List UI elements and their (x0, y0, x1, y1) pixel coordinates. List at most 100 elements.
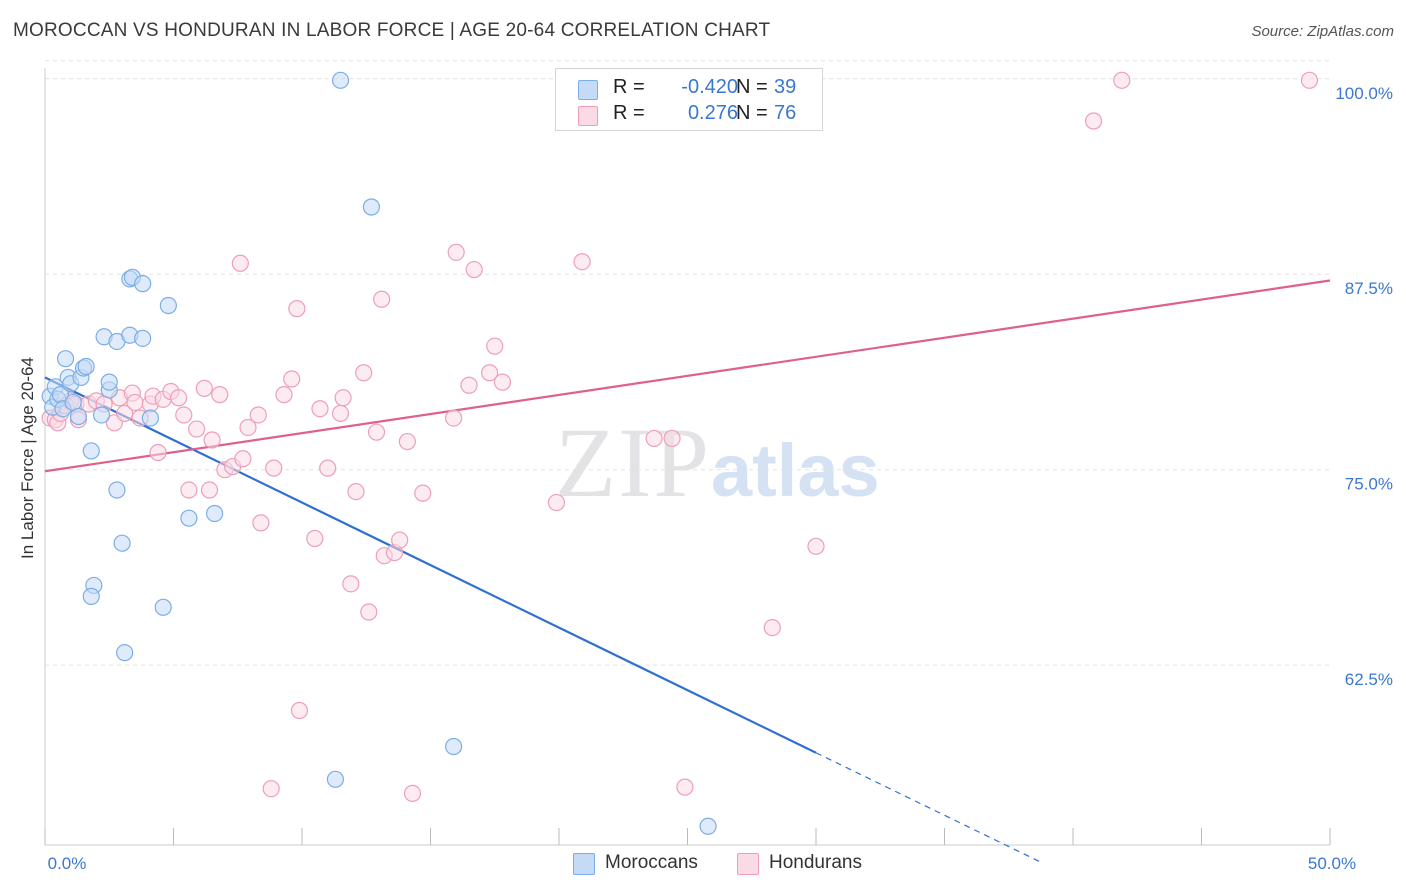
x-tick-label: 50.0% (1308, 854, 1356, 873)
r-label: R = (613, 76, 645, 98)
moroccans-legend-swatch (573, 853, 595, 875)
moroccan-point (116, 644, 134, 662)
legend-label: Hondurans (769, 852, 862, 873)
honduran-point (398, 432, 416, 451)
honduran-point (188, 420, 206, 438)
honduran-point (465, 260, 483, 279)
moroccan-point (159, 296, 177, 315)
hondurans-swatch (578, 106, 598, 126)
moroccans-swatch (578, 80, 598, 100)
hondurans-trendline (44, 279, 1331, 473)
moroccans-trendline-extension (815, 752, 1040, 863)
n-value: 76 (774, 102, 797, 124)
honduran-point (265, 459, 283, 477)
hondurans-legend-swatch (737, 853, 759, 875)
honduran-point (347, 482, 365, 501)
honduran-point (306, 529, 324, 548)
stats-legend: R = -0.420 N = 39 R = 0.276 N = 76 (555, 68, 823, 131)
honduran-point (203, 431, 221, 449)
moroccan-point (331, 71, 350, 89)
y-tick-label: 100.0% (1335, 84, 1393, 103)
honduran-point (493, 373, 512, 391)
honduran-point (391, 531, 409, 549)
honduran-point (342, 575, 360, 593)
moroccan-point (362, 198, 380, 216)
data-points (41, 71, 1319, 835)
honduran-point (1084, 112, 1103, 130)
honduran-point (234, 450, 252, 468)
honduran-point (414, 484, 432, 502)
moroccan-point (113, 534, 131, 552)
honduran-point (645, 429, 663, 448)
moroccan-point (92, 406, 111, 424)
honduran-point (334, 389, 352, 407)
honduran-point (116, 404, 134, 423)
honduran-point (290, 701, 309, 720)
honduran-point (149, 443, 167, 462)
y-axis-label: In Labor Force | Age 20-64 (18, 357, 37, 559)
moroccan-point (56, 350, 75, 368)
honduran-point (195, 379, 213, 397)
honduran-point (763, 619, 781, 637)
r-label: R = (613, 102, 645, 124)
honduran-point (175, 406, 193, 424)
x-tick-label: 0.0% (48, 854, 87, 873)
honduran-point (1113, 71, 1131, 89)
moroccan-point (134, 275, 152, 293)
honduran-point (283, 370, 301, 388)
honduran-point (360, 603, 378, 621)
moroccan-point (699, 817, 717, 835)
honduran-point (486, 337, 504, 355)
honduran-point (170, 389, 188, 407)
honduran-point (445, 409, 463, 427)
moroccan-point (141, 409, 159, 427)
watermark-atlas: atlas (711, 429, 880, 512)
moroccan-point (445, 737, 463, 756)
moroccan-point (69, 407, 88, 426)
honduran-point (231, 254, 249, 272)
honduran-point (676, 778, 694, 796)
legend-label: Moroccans (605, 852, 698, 873)
y-tick-label: 87.5% (1345, 279, 1393, 298)
n-value: 39 (774, 76, 797, 98)
honduran-point (1300, 71, 1319, 89)
y-tick-label: 75.0% (1345, 475, 1393, 494)
moroccan-point (206, 504, 224, 523)
tick-labels: 100.0% 87.5% 75.0% 62.5% 0.0% 50.0% (48, 84, 1393, 873)
chart-title: MOROCCAN VS HONDURAN IN LABOR FORCE | AG… (13, 20, 771, 41)
n-label: N = (736, 76, 768, 98)
honduran-point (319, 459, 337, 477)
honduran-point (200, 481, 219, 499)
honduran-point (311, 400, 329, 418)
watermark: ZIPatlas (555, 405, 880, 520)
honduran-point (275, 386, 293, 404)
honduran-point (807, 537, 825, 555)
moroccan-point (108, 481, 126, 499)
honduran-point (211, 386, 229, 404)
moroccan-point (100, 373, 118, 391)
honduran-point (262, 780, 280, 798)
watermark-zip: ZIP (555, 407, 711, 518)
honduran-point (249, 406, 267, 424)
r-value: -0.420 (681, 76, 738, 98)
moroccan-point (82, 442, 100, 460)
honduran-point (547, 493, 566, 512)
axes (44, 68, 1331, 846)
moroccan-point (82, 587, 100, 605)
honduran-point (331, 404, 350, 423)
moroccan-point (77, 357, 95, 376)
moroccans-trendline (44, 376, 817, 754)
source-label: Source: ZipAtlas.com (1251, 23, 1394, 40)
r-value: 0.276 (687, 102, 738, 124)
honduran-point (288, 300, 306, 318)
honduran-point (355, 364, 373, 382)
trendlines (44, 279, 1331, 863)
honduran-point (447, 243, 465, 261)
y-tick-label: 62.5% (1345, 670, 1393, 689)
honduran-point (126, 393, 144, 412)
moroccan-point (180, 509, 198, 527)
honduran-point (252, 514, 270, 532)
honduran-point (460, 376, 478, 394)
moroccan-point (134, 329, 152, 347)
